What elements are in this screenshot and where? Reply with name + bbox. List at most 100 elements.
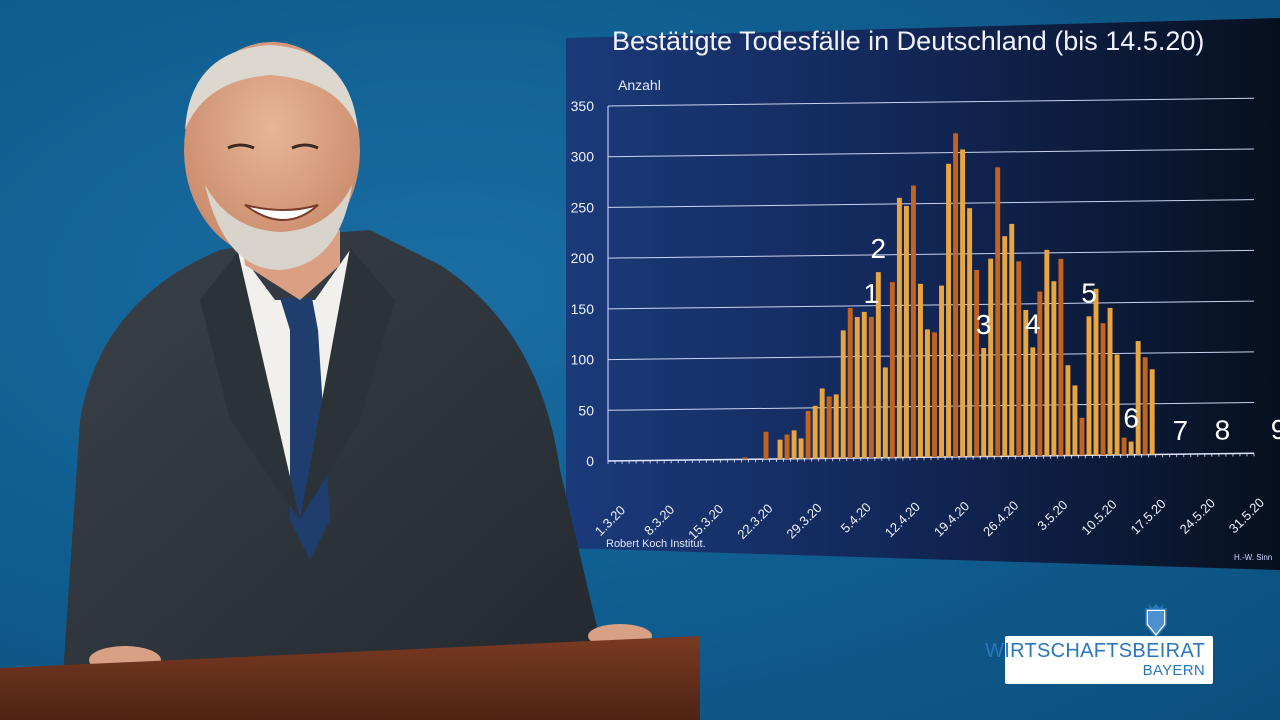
x-tick-label: 22.3.20: [734, 501, 775, 542]
bar: [981, 347, 987, 457]
bar: [960, 149, 966, 457]
mouth: [244, 204, 319, 221]
bar: [1093, 288, 1099, 456]
chart-panel: [566, 18, 1280, 570]
x-tick-label: 10.5.20: [1078, 497, 1119, 538]
x-tick-label: 19.4.20: [931, 498, 972, 539]
bar: [932, 332, 937, 458]
peak-annotation: 8: [1215, 415, 1231, 446]
suit: [60, 230, 600, 720]
y-tick-label: 300: [571, 149, 595, 165]
right-eye: [291, 143, 319, 150]
peak-annotation: 9: [1271, 414, 1280, 445]
bar: [946, 163, 952, 457]
y-tick-label: 150: [571, 301, 595, 317]
bar: [868, 316, 874, 458]
bar: [1058, 258, 1064, 456]
bar: [1114, 354, 1120, 455]
y-tick-label: 200: [571, 250, 595, 266]
bar: [1037, 291, 1043, 456]
gridline-300: [607, 148, 1255, 158]
bar: [1086, 316, 1092, 456]
bar: [1002, 236, 1008, 457]
bar: [805, 410, 811, 459]
peak-annotation: 2: [871, 233, 887, 264]
bavarian-crest-icon: [1145, 604, 1167, 637]
chart-author: H.-W. Sinn: [1234, 553, 1273, 562]
peak-annotation: 3: [976, 309, 992, 340]
bar: [1072, 385, 1078, 456]
bar: [1142, 357, 1148, 455]
gridline-200: [607, 249, 1255, 259]
x-tick-label: 29.3.20: [783, 500, 824, 541]
bar: [777, 439, 783, 459]
x-tick-label: 24.5.20: [1177, 495, 1218, 536]
gridline-150: [607, 300, 1255, 310]
gridline-250: [607, 199, 1255, 208]
gridline-100: [607, 351, 1255, 361]
bar: [918, 283, 923, 458]
bar: [974, 269, 980, 457]
bar: [910, 185, 916, 458]
bar: [1121, 437, 1127, 455]
bar: [833, 394, 839, 459]
bar: [995, 167, 1001, 457]
head: [184, 42, 360, 258]
bar: [742, 457, 748, 460]
peak-annotation: 6: [1123, 403, 1139, 434]
bar: [967, 208, 973, 457]
bar: [1135, 341, 1141, 455]
bar: [798, 438, 804, 459]
peak-annotation: 1: [864, 278, 880, 309]
y-tick-label: 250: [571, 199, 595, 215]
bar: [1149, 369, 1155, 455]
right-lapel: [300, 248, 395, 520]
bar: [875, 272, 881, 458]
deaths-bar-chart: 050100150200250300350#e9a640"/>1.3.208.3…: [571, 97, 1280, 543]
bar: [988, 258, 994, 457]
bar: [882, 367, 888, 458]
beard: [205, 185, 352, 270]
bar: [784, 434, 790, 459]
bar: [854, 317, 860, 459]
bar: [1107, 307, 1113, 456]
bar: [1016, 261, 1022, 457]
bar: [1023, 309, 1029, 457]
bar: [889, 282, 895, 458]
y-tick-label: 350: [571, 98, 595, 114]
peak-annotation: 7: [1172, 415, 1188, 446]
hair: [185, 45, 358, 130]
y-axis-label: Anzahl: [618, 77, 661, 93]
x-tick-label: 31.5.20: [1226, 495, 1267, 536]
x-tick-label: 26.4.20: [980, 498, 1021, 539]
bar: [1044, 249, 1050, 456]
x-tick-label: 5.4.20: [838, 500, 874, 536]
bar: [1030, 347, 1036, 456]
left-eye: [227, 143, 255, 150]
bar: [1009, 223, 1015, 457]
bar: [953, 133, 959, 457]
bar: [840, 330, 846, 459]
chart-title: Bestätigte Todesfälle in Deutschland (bi…: [612, 26, 1205, 56]
bar: [763, 431, 769, 460]
x-tick-label: 3.5.20: [1034, 497, 1070, 533]
bar: [939, 285, 944, 458]
bar: [1128, 441, 1134, 455]
left-lapel: [200, 252, 300, 520]
peak-annotation: 5: [1081, 277, 1097, 308]
bar: [847, 308, 853, 459]
bar: [812, 405, 818, 459]
podium: [0, 636, 700, 720]
speaker-figure: [0, 42, 700, 720]
bar: [819, 388, 825, 459]
x-tick-label: 12.4.20: [882, 499, 923, 540]
y-tick-label: 0: [586, 453, 594, 469]
logo-line2: BAYERN: [1142, 662, 1205, 679]
bar: [1051, 281, 1057, 456]
bar: [791, 430, 797, 459]
y-tick-label: 100: [571, 352, 595, 368]
bar: [861, 311, 867, 458]
bar: [896, 197, 902, 458]
logo-line1: WIRTSCHAFTSBEIRAT: [985, 640, 1205, 662]
bar: [1079, 417, 1085, 456]
